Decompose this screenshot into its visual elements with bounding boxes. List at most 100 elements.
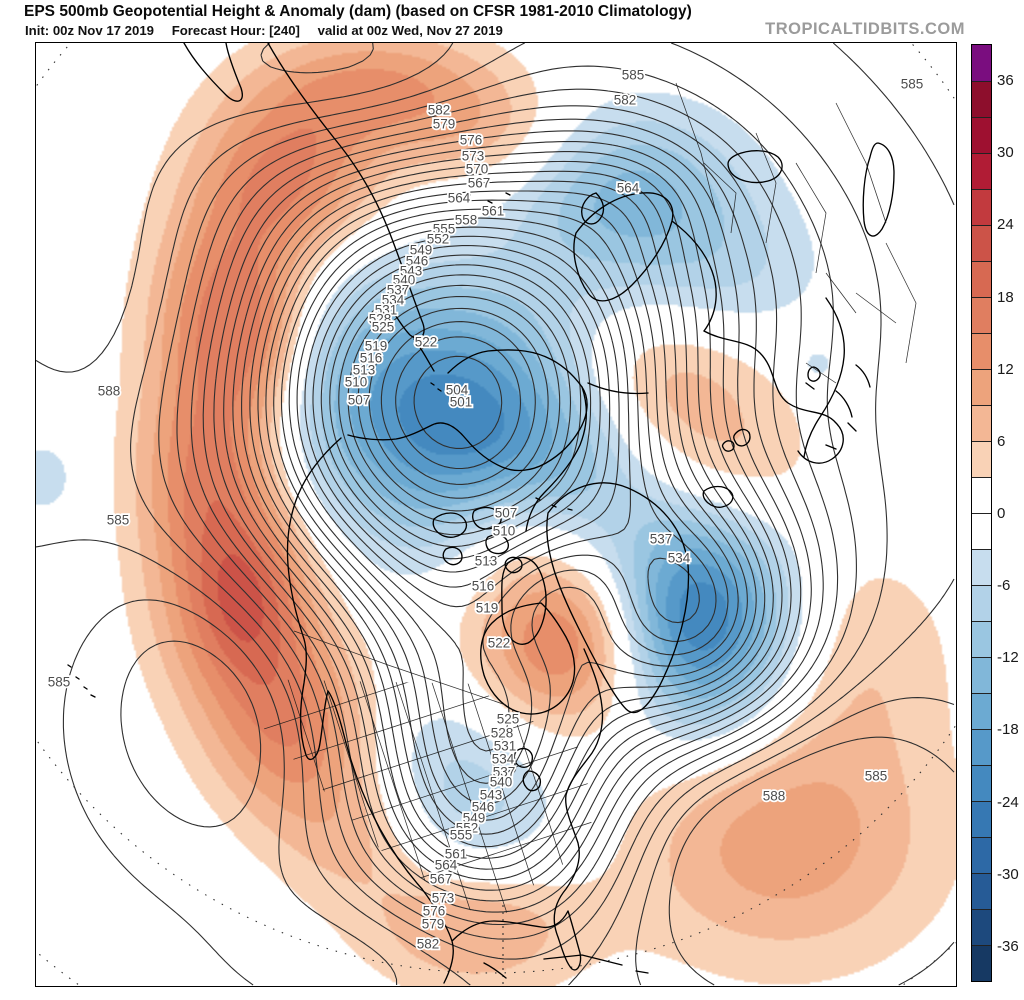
svg-text:513: 513 — [353, 363, 376, 378]
svg-text:510: 510 — [345, 375, 368, 390]
svg-text:585: 585 — [865, 769, 888, 784]
height-contour-lines — [36, 43, 955, 986]
svg-text:585: 585 — [901, 77, 924, 92]
svg-text:525: 525 — [372, 320, 395, 335]
svg-text:531: 531 — [494, 739, 517, 754]
svg-text:561: 561 — [482, 204, 505, 219]
svg-text:516: 516 — [360, 351, 383, 366]
svg-text:564: 564 — [448, 191, 471, 206]
svg-text:528: 528 — [491, 726, 514, 741]
svg-text:567: 567 — [468, 176, 491, 191]
svg-text:555: 555 — [450, 828, 473, 843]
svg-text:519: 519 — [476, 601, 499, 616]
svg-text:528: 528 — [369, 312, 392, 327]
caribbean — [483, 954, 649, 979]
arctic-archipelago — [432, 506, 523, 574]
svg-text:576: 576 — [460, 133, 483, 148]
chart-subtitle: Init: 00z Nov 17 2019 Forecast Hour: [24… — [25, 23, 517, 38]
svg-text:519: 519 — [365, 339, 388, 354]
svg-text:558: 558 — [455, 213, 478, 228]
black-sea — [727, 150, 783, 184]
svg-text:543: 543 — [480, 788, 503, 803]
svg-text:540: 540 — [393, 273, 416, 288]
white-sea — [581, 192, 605, 225]
colorbar — [971, 44, 992, 982]
svg-text:561: 561 — [445, 847, 468, 862]
colorbar-tick-labels: 36 30 24 18 12 6 0 -6 -12 -18 -24 -30 -36 — [997, 72, 1019, 955]
coast-europe-med — [703, 330, 857, 464]
svg-text:585: 585 — [48, 675, 71, 690]
coast-gulf-us-east — [421, 648, 604, 984]
svg-text:552: 552 — [456, 821, 479, 836]
svg-text:567: 567 — [430, 872, 453, 887]
svg-text:504: 504 — [446, 383, 469, 398]
svg-text:540: 540 — [490, 775, 513, 790]
coast-siberia — [267, 43, 435, 372]
greenland — [546, 482, 690, 714]
valid-time-label: valid at 00z Wed, Nov 27 2019 — [317, 23, 503, 38]
svg-text:546: 546 — [406, 254, 429, 269]
svg-text:582: 582 — [614, 93, 637, 108]
chart-title: EPS 500mb Geopotential Height & Anomaly … — [24, 3, 692, 20]
hawaii-islands — [67, 664, 96, 698]
map-layers: 5855825825795765735705675645615585555525… — [36, 43, 956, 986]
svg-text:564: 564 — [435, 858, 458, 873]
svg-text:579: 579 — [433, 117, 456, 132]
init-time-label: Init: 00z Nov 17 2019 — [25, 23, 155, 38]
coast-west-north-america — [286, 437, 423, 890]
svg-text:588: 588 — [98, 384, 121, 399]
svg-text:516: 516 — [472, 579, 495, 594]
svg-text:573: 573 — [462, 149, 485, 164]
baffin-island — [501, 557, 547, 645]
svg-text:582: 582 — [417, 937, 440, 952]
british-isles — [721, 428, 751, 452]
svg-text:546: 546 — [472, 800, 495, 815]
caspian-sea — [862, 142, 895, 237]
svg-text:525: 525 — [497, 712, 520, 727]
svg-text:564: 564 — [617, 181, 640, 196]
map-frame: 585 582 582 579 576 573 570 567 564 561 558 555 552 5… — [35, 42, 957, 987]
forecast-hour-label: Forecast Hour: [240] — [171, 23, 300, 38]
contour-value-labels: 5855825825795765735705675645615585555525… — [46, 66, 925, 954]
europe-borders — [675, 82, 897, 384]
watermark-tropicaltidbits: TROPICALTIDBITS.COM — [765, 20, 965, 38]
svg-text:585: 585 — [107, 513, 130, 528]
coast-east-asia — [803, 297, 845, 458]
us-canada-border — [293, 630, 507, 706]
svg-text:537: 537 — [493, 765, 516, 780]
svg-text:585: 585 — [622, 68, 645, 83]
arctic-specks — [465, 192, 511, 204]
svg-text:531: 531 — [375, 303, 398, 318]
colorbar-cells — [972, 45, 991, 981]
coast-alaska-arc — [587, 382, 649, 395]
svg-text:570: 570 — [466, 162, 489, 177]
svg-text:507: 507 — [495, 506, 518, 521]
svg-text:582: 582 — [428, 103, 451, 118]
svg-text:534: 534 — [668, 551, 691, 566]
scandinavia — [573, 192, 717, 332]
iceland — [702, 485, 734, 508]
svg-text:543: 543 — [400, 264, 423, 279]
svg-text:522: 522 — [415, 335, 438, 350]
political-borders — [243, 82, 917, 965]
svg-text:537: 537 — [650, 532, 673, 547]
coast-kamchatka — [183, 43, 243, 102]
svg-text:573: 573 — [432, 891, 455, 906]
svg-text:507: 507 — [348, 393, 371, 408]
hudson-bay — [480, 602, 576, 715]
svg-text:588: 588 — [763, 789, 786, 804]
coast-alaska — [347, 349, 588, 472]
coast-canada-arctic — [525, 386, 587, 532]
svg-text:513: 513 — [475, 554, 498, 569]
svg-text:549: 549 — [463, 811, 486, 826]
svg-text:552: 552 — [427, 232, 450, 247]
svg-text:534: 534 — [492, 752, 515, 767]
svg-text:579: 579 — [422, 917, 445, 932]
svg-text:501: 501 — [450, 395, 473, 410]
asia-borders — [825, 242, 917, 364]
svg-text:534: 534 — [382, 293, 405, 308]
svg-text:576: 576 — [423, 904, 446, 919]
svg-text:522: 522 — [488, 636, 511, 651]
svg-text:549: 549 — [410, 243, 433, 258]
